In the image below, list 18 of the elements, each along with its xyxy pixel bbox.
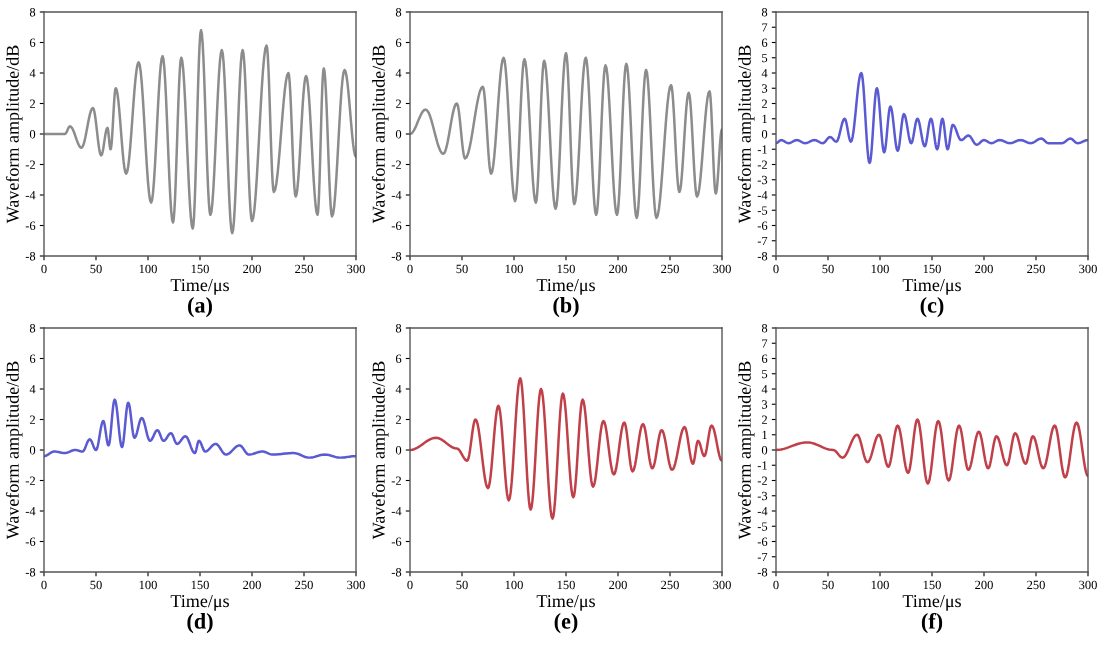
text: (e) — [554, 613, 578, 634]
x-axis-title: Time/μs — [536, 595, 595, 611]
y-axis-title: Waveform amplitude/dB — [371, 45, 389, 224]
x-axis-title: Time/μs — [902, 279, 961, 295]
y-axis-title: Waveform amplitude/dB — [5, 45, 23, 224]
y-axis-title: Waveform amplitude/dB — [737, 361, 755, 540]
text: (d) — [187, 613, 213, 634]
x-axis-title: Time/μs — [170, 595, 229, 611]
x-axis-title: Time/μs — [536, 279, 595, 295]
text: (b) — [553, 297, 579, 318]
y-axis-title: Waveform amplitude/dB — [371, 361, 389, 540]
text: (c) — [920, 297, 944, 318]
x-axis-title: Time/μs — [902, 595, 961, 611]
text: (f) — [921, 612, 943, 634]
text: (a) — [188, 297, 212, 318]
y-axis-title: Waveform amplitude/dB — [737, 45, 755, 224]
x-axis-title: Time/μs — [170, 279, 229, 295]
y-axis-title: Waveform amplitude/dB — [5, 361, 23, 540]
